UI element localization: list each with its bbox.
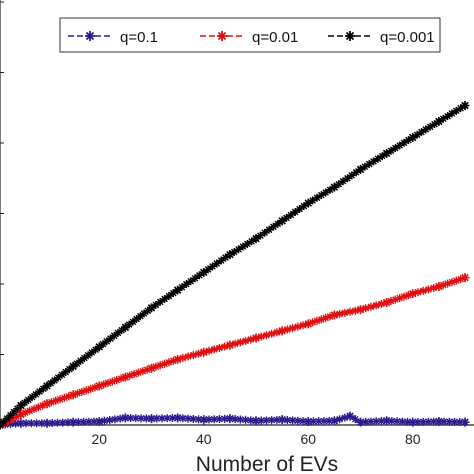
- data-point: [303, 198, 313, 208]
- legend-swatch-marker: [85, 31, 95, 41]
- data-point: [434, 282, 444, 292]
- data-point: [356, 164, 366, 174]
- x-axis-label: Number of EVs: [196, 453, 338, 474]
- legend-label: q=0.1: [120, 29, 158, 46]
- data-point: [460, 417, 470, 427]
- data-point: [147, 363, 157, 373]
- data-point: [225, 250, 235, 260]
- legend-item-q=0.1: q=0.1: [68, 29, 158, 46]
- data-point: [251, 333, 261, 343]
- data-point: [94, 342, 104, 352]
- data-point: [16, 400, 26, 410]
- data-point: [173, 285, 183, 295]
- legend-swatch-marker: [345, 31, 355, 41]
- data-point: [277, 415, 287, 425]
- data-point: [199, 415, 209, 425]
- series-layer: [0, 101, 470, 430]
- data-point: [16, 409, 26, 419]
- legend-item-q=0.01: q=0.01: [200, 29, 298, 46]
- data-point: [42, 381, 52, 391]
- data-point: [199, 267, 209, 277]
- legend-label: q=0.001: [380, 29, 435, 46]
- data-point: [147, 414, 157, 424]
- data-point: [68, 361, 78, 371]
- data-point: [434, 416, 444, 426]
- data-point: [303, 319, 313, 329]
- data-point: [68, 417, 78, 427]
- data-point: [42, 418, 52, 428]
- data-point: [345, 411, 355, 421]
- series-q=0.001: [0, 101, 470, 430]
- series-markers-q=0.001: [0, 101, 469, 429]
- data-point: [460, 273, 470, 283]
- data-point: [68, 390, 78, 400]
- data-point: [277, 326, 287, 336]
- legend: q=0.1 q=0.01 q=0.001: [59, 17, 441, 53]
- legend-swatch-marker: [217, 31, 227, 41]
- data-point: [382, 148, 392, 158]
- data-point: [408, 132, 418, 142]
- data-point: [225, 340, 235, 350]
- data-point: [303, 416, 313, 426]
- data-point: [382, 298, 392, 308]
- x-tick-label-40: 40: [196, 431, 212, 447]
- series-q=0.01: [0, 273, 470, 430]
- data-point: [120, 372, 130, 382]
- data-point: [460, 101, 470, 110]
- data-point: [382, 416, 392, 426]
- legend-item-q=0.001: q=0.001: [328, 29, 435, 46]
- series-q=0.1: [0, 411, 470, 430]
- data-point: [173, 354, 183, 364]
- data-point: [94, 381, 104, 391]
- x-tick-label-60: 60: [300, 431, 316, 447]
- data-point: [408, 417, 418, 427]
- legend-items: q=0.1 q=0.01 q=0.001: [68, 29, 435, 46]
- x-tick-label-80: 80: [405, 431, 421, 447]
- data-point: [225, 414, 235, 424]
- series-line-q=0.001: [0, 104, 466, 426]
- data-point: [94, 416, 104, 426]
- data-point: [329, 310, 339, 320]
- legend-box: [59, 17, 441, 53]
- data-point: [42, 399, 52, 409]
- data-point: [173, 413, 183, 423]
- data-point: [329, 416, 339, 426]
- data-point: [199, 347, 209, 357]
- series-markers-q=0.01: [0, 273, 469, 429]
- data-point: [356, 305, 366, 315]
- data-point: [251, 234, 261, 244]
- data-point: [434, 116, 444, 126]
- data-point: [251, 416, 261, 426]
- data-point: [277, 216, 287, 226]
- data-point: [329, 182, 339, 192]
- data-point: [147, 303, 157, 313]
- data-point: [120, 322, 130, 332]
- data-point: [356, 417, 366, 427]
- data-point: [16, 418, 26, 428]
- legend-label: q=0.01: [252, 29, 298, 46]
- data-point: [408, 289, 418, 299]
- data-point: [120, 413, 130, 423]
- series-markers-q=0.1: [0, 412, 469, 429]
- x-tick-label-20: 20: [91, 431, 107, 447]
